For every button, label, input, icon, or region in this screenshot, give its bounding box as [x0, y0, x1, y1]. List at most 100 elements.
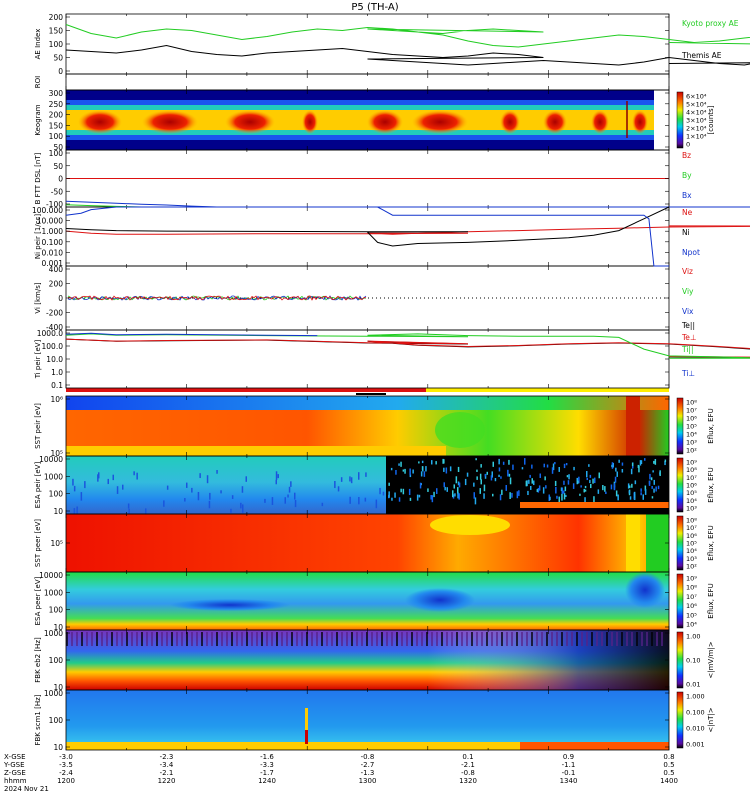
- zero-dot: [472, 297, 473, 299]
- esa-speckle-mark: [589, 479, 591, 484]
- esa-speckle-mark: [598, 472, 600, 479]
- esa-speckle-mark: [350, 477, 353, 484]
- fbk-b-spike-core: [305, 730, 308, 744]
- esa-speckle-mark: [107, 478, 109, 485]
- y-tick-label: 100: [49, 656, 64, 665]
- esa-speckle-mark: [516, 491, 519, 499]
- fbk-stripe: [641, 632, 643, 646]
- esa-speckle-mark: [288, 486, 291, 493]
- fbk-stripe: [481, 632, 483, 646]
- fbk-stripe: [191, 632, 193, 646]
- esa-speckle-mark: [556, 495, 558, 499]
- y-tick-label: 10.0: [46, 355, 63, 364]
- y-tick-label: 50: [53, 54, 63, 63]
- colorbar-tick-label: 10⁷: [686, 474, 697, 482]
- colorbar-tick-label: 10⁶: [686, 602, 697, 610]
- series-line-ti: [65, 333, 750, 359]
- y-tick-label: -100: [46, 200, 63, 209]
- legend-bfield-2: Bx: [682, 191, 692, 200]
- zero-dot: [392, 297, 393, 299]
- fbk-stripe: [251, 632, 253, 646]
- esa-speckle-mark: [612, 462, 614, 468]
- ephem-value: -3.4: [160, 761, 174, 769]
- esa-speckle-mark: [133, 471, 135, 476]
- keogram-blob: [412, 110, 468, 134]
- colorbar-label-esa_i: Eflux, EFU: [707, 467, 715, 502]
- y-tick-label: 0.001: [42, 259, 64, 268]
- panel-frame-roi: [65, 73, 670, 91]
- y-axis-label-temperature: Ti peir [eV]: [34, 339, 42, 379]
- fbk-stripe: [76, 632, 78, 646]
- fbk-stripe: [521, 632, 523, 646]
- esa-speckle-mark: [400, 488, 402, 493]
- legend-temperature-1: Te⊥: [681, 333, 696, 342]
- esa-speckle-mark: [245, 476, 247, 482]
- zero-dot: [316, 297, 317, 299]
- esa-speckle-mark: [583, 488, 585, 493]
- fbk-stripe: [611, 632, 613, 646]
- fbk-b-spike: [305, 708, 308, 750]
- colorbar-label-fbk_b: <|nT|>: [707, 707, 715, 732]
- fbk-stripe: [516, 632, 518, 646]
- esa-speckle-mark: [511, 492, 513, 498]
- esa-speckle-mark: [518, 490, 520, 496]
- esa-speckle-mark: [431, 495, 434, 503]
- zero-dot: [532, 297, 533, 299]
- colorbar-label-fbk_e: <|mV/m|>: [707, 641, 715, 678]
- zero-dot: [256, 297, 257, 299]
- zero-dot: [508, 297, 509, 299]
- fbk-stripe: [476, 632, 478, 646]
- fbk-stripe: [176, 632, 178, 646]
- fbk-stripe: [281, 632, 283, 646]
- esa-speckle-mark: [334, 481, 336, 489]
- colorbar-keogram: [676, 91, 684, 149]
- esa-speckle-mark: [457, 481, 460, 486]
- esa-speckle-mark: [664, 459, 667, 463]
- zero-dot: [496, 297, 497, 299]
- ephem-value: -3.0: [59, 753, 73, 761]
- ephem-value: 1400: [660, 777, 678, 785]
- esa-speckle-mark: [271, 497, 274, 505]
- zero-dot: [492, 297, 493, 299]
- colorbar-esa_i: [676, 457, 684, 513]
- fbk-stripe: [266, 632, 268, 646]
- esa-speckle-mark: [443, 467, 445, 472]
- esa-speckle-mark: [590, 483, 592, 489]
- fbk-stripe: [466, 632, 468, 646]
- y-tick-label: 10⁶: [50, 395, 63, 404]
- colorbar-tick-label: 10⁷: [686, 524, 697, 532]
- ephem-value: -2.1: [461, 761, 475, 769]
- esa-speckle-mark: [209, 492, 211, 500]
- esa-speckle-mark: [191, 487, 193, 493]
- colorbar-tick-label: 0.100: [686, 709, 705, 717]
- esa-speckle-mark: [539, 473, 541, 478]
- colorbar-tick-label: 10⁸: [686, 584, 697, 592]
- esa-speckle-mark: [586, 471, 588, 478]
- ephem-value: 1220: [158, 777, 176, 785]
- y-tick-label: 200: [49, 111, 64, 120]
- fbk-stripe: [296, 632, 298, 646]
- zero-dot: [380, 297, 381, 299]
- zero-dot: [148, 297, 149, 299]
- esa-speckle-mark: [650, 477, 653, 481]
- colorbar-tick-label: 10⁶: [686, 532, 697, 540]
- esa-speckle-mark: [494, 478, 497, 482]
- fbk-stripe: [586, 632, 588, 646]
- zero-dot: [312, 297, 313, 299]
- colorbar-tick-label: 10⁷: [686, 407, 697, 415]
- esa-speckle-mark: [275, 479, 277, 485]
- keogram-blob: [543, 110, 567, 134]
- zero-dot: [436, 297, 437, 299]
- colorbar-tick-label: 10³: [686, 555, 697, 563]
- fbk-stripe: [371, 632, 373, 646]
- esa-speckle-mark: [163, 500, 165, 507]
- esa-speckle-mark: [240, 502, 242, 509]
- esa-speckle-mark: [444, 486, 446, 491]
- fbk-stripe: [196, 632, 198, 646]
- esa-speckle-mark: [648, 480, 651, 486]
- zero-dot: [84, 297, 85, 299]
- ephem-value: 0.5: [663, 769, 674, 777]
- esa-speckle-mark: [531, 464, 533, 469]
- legend-ae-0: Kyoto proxy AE: [682, 19, 739, 28]
- y-tick-label: 1.0: [51, 368, 63, 377]
